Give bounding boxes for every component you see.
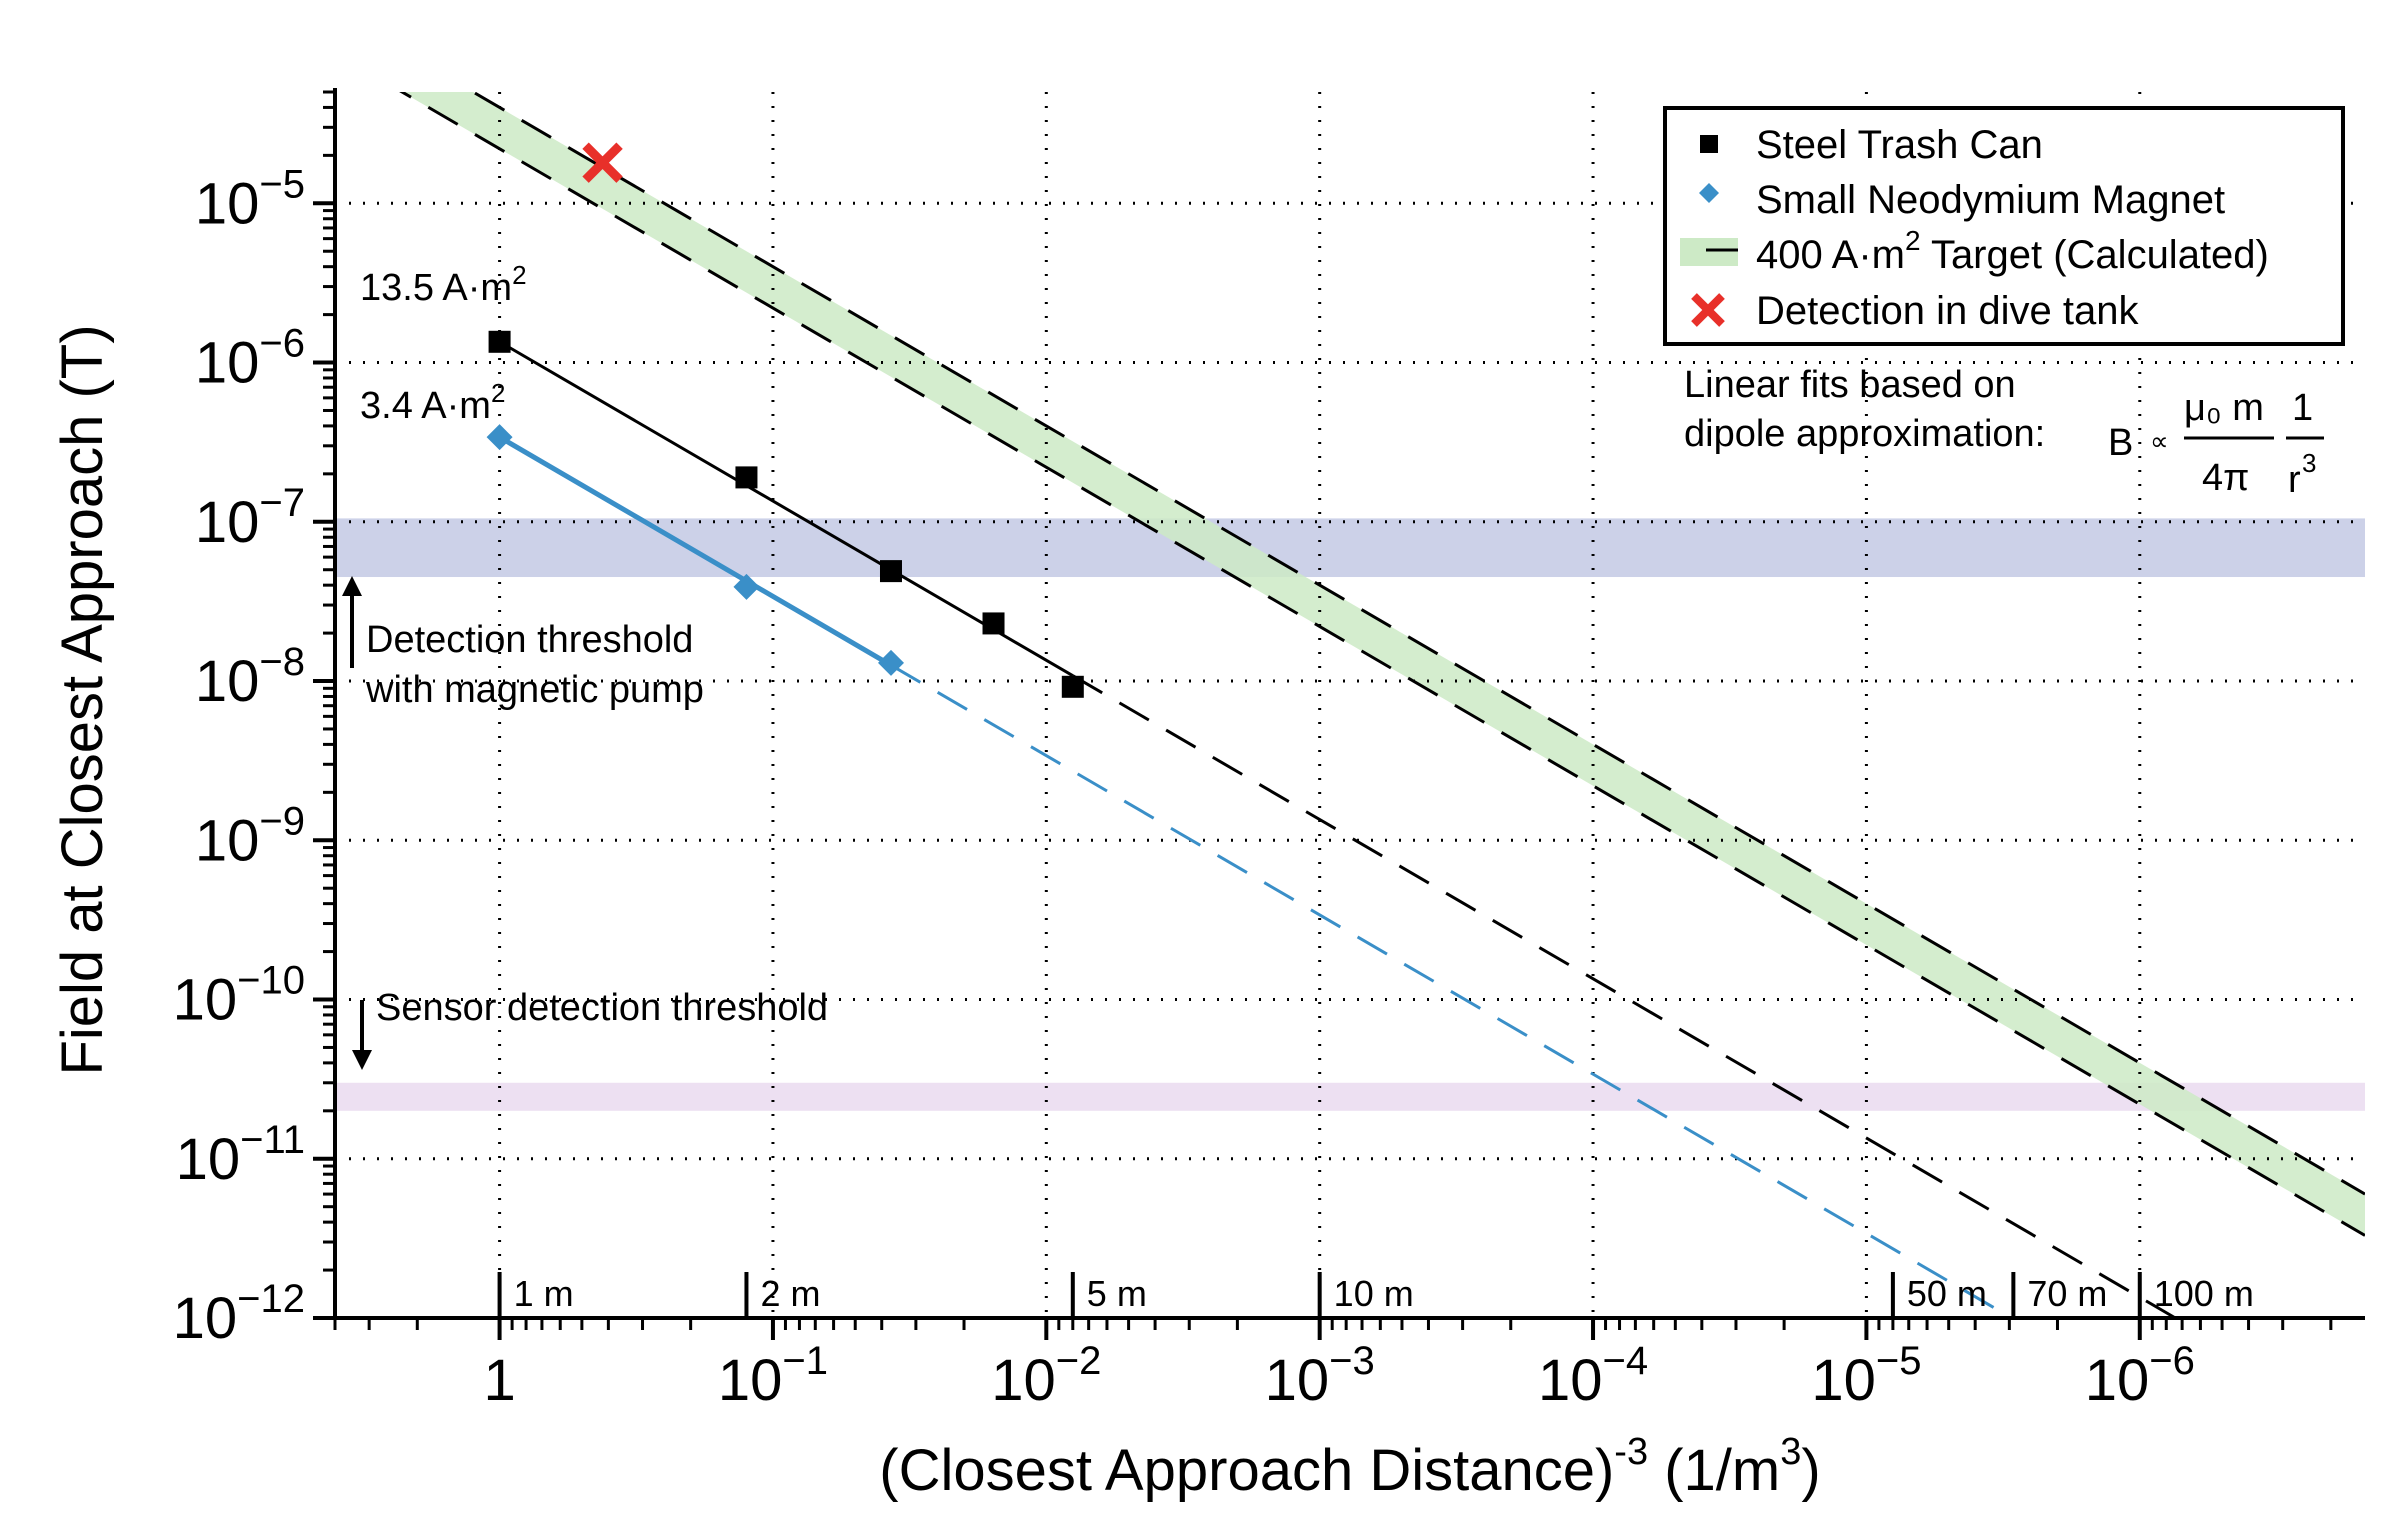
target-band-lower-dashed [399, 92, 2365, 1237]
steel-point [735, 466, 758, 489]
pump-threshold-label-1: Detection threshold [366, 619, 693, 661]
steel-point [488, 330, 511, 353]
legend-diamond-icon [1699, 183, 1719, 203]
legend-box [1663, 106, 2345, 346]
legend-label-target: 400 A·m2 Target (Calculated) [1756, 225, 2269, 277]
x-tick-label: 10−5 [1811, 1339, 1921, 1413]
dive-tank-point [582, 142, 623, 183]
steel-fit-solid [498, 340, 1074, 678]
y-tick-label: 10−10 [173, 959, 305, 1033]
y-tick-label: 10−12 [173, 1277, 305, 1351]
dive-x-stroke-b [582, 142, 623, 183]
data-points-layer [486, 142, 1084, 698]
moment-label-low: 3.4 A·m2 [360, 378, 505, 427]
steel-point [982, 612, 1005, 635]
distance-marker-label: 5 m [1087, 1273, 1147, 1314]
legend-band-icon [1680, 238, 1738, 266]
y-tick-label: 10−6 [195, 322, 305, 396]
x-tick-label: 10−4 [1538, 1339, 1648, 1413]
y-tick-label: 10−11 [176, 1118, 305, 1192]
legend: Steel Trash Can Small Neodymium Magnet 4… [1663, 106, 2345, 346]
distance-marker-label: 70 m [2027, 1273, 2107, 1314]
fit-lines-layer [399, 92, 2365, 1318]
svg-text:r: r [2288, 459, 2301, 501]
pump-arrowhead-icon [342, 576, 362, 596]
svg-text:∝: ∝ [2150, 426, 2169, 456]
magnet-point [733, 573, 760, 600]
x-tick-label: 10−1 [718, 1339, 828, 1413]
distance-marker-label: 10 m [1334, 1273, 1414, 1314]
legend-x-icon [1691, 293, 1725, 327]
svg-text:B: B [2108, 422, 2133, 464]
fit-note-line-2: dipole approximation: [1684, 413, 2045, 455]
distance-marker-label: 1 m [514, 1273, 574, 1314]
legend-square-icon [1700, 135, 1718, 153]
y-tick-label: 10−7 [195, 481, 305, 555]
y-tick-label: 10−9 [195, 799, 305, 873]
threshold-band-magnetic-pump [335, 518, 2365, 578]
distance-marker-label: 2 m [760, 1273, 820, 1314]
magnet-point [877, 649, 904, 676]
distance-marker-label: 100 m [2154, 1273, 2254, 1314]
x-tick-label: 1 [483, 1348, 515, 1413]
magnet-fit-dashed [890, 663, 2015, 1318]
magnet-point [486, 424, 513, 451]
sensor-arrowhead-icon [352, 1050, 372, 1070]
fit-note-line-1: Linear fits based on [1684, 364, 2016, 406]
steel-fit-dashed [1072, 674, 2179, 1318]
svg-text:3: 3 [2302, 448, 2316, 478]
distance-markers-layer: 1 m 2 m 5 m 10 m 50 m 70 m 100 m [497, 1272, 2254, 1318]
magnet-fit-solid [498, 434, 893, 668]
x-tick-label: 10−3 [1265, 1339, 1375, 1413]
target-fit-dashed [470, 92, 2365, 1196]
steel-point [879, 560, 902, 583]
distance-marker-label: 50 m [1907, 1273, 1987, 1314]
y-tick-label: 10−8 [195, 640, 305, 714]
sensor-threshold-label: Sensor detection threshold [376, 987, 828, 1029]
dipole-formula: B ∝ μ₀ m 4π 1 r 3 [2108, 387, 2324, 501]
threshold-band-sensor [335, 1082, 2365, 1111]
annotations-layer: 13.5 A·m2 3.4 A·m2 Detection threshold w… [342, 260, 2324, 1070]
y-tick-label: 10−5 [195, 162, 305, 236]
svg-text:1: 1 [2292, 387, 2313, 429]
x-tick-label: 10−6 [2085, 1339, 2195, 1413]
x-tick-label: 10−2 [991, 1339, 1101, 1413]
legend-label-steel: Steel Trash Can [1756, 123, 2043, 167]
svg-text:4π: 4π [2202, 457, 2249, 499]
pump-threshold-label-2: with magnetic pump [365, 669, 704, 711]
steel-point [1061, 675, 1084, 698]
x-axis-title: (Closest Approach Distance)-3 (1/m3) [879, 1431, 1820, 1503]
y-axis-title: Field at Closest Approach (T) [50, 324, 115, 1075]
moment-label-high: 13.5 A·m2 [360, 260, 527, 309]
svg-text:μ₀ m: μ₀ m [2184, 387, 2264, 429]
legend-label-magnet: Small Neodymium Magnet [1756, 178, 2225, 222]
legend-label-dive: Detection in dive tank [1756, 289, 2139, 333]
